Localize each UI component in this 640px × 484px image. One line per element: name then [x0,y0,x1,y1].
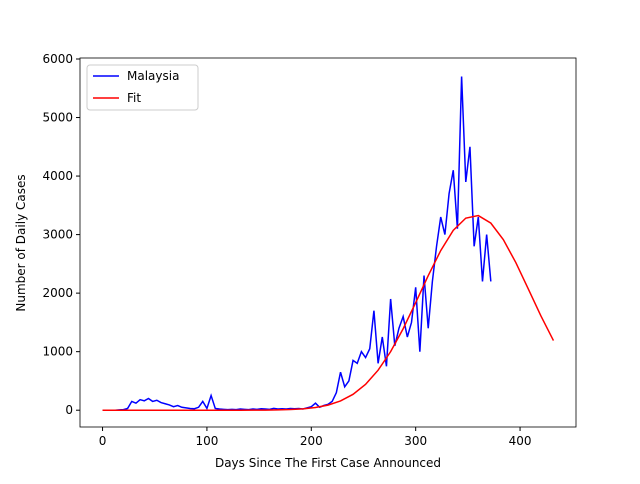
y-tick-label: 0 [65,403,73,417]
y-axis-label: Number of Daily Cases [14,174,28,311]
x-tick-label: 0 [99,434,107,448]
x-tick-label: 100 [195,434,218,448]
data-line [102,214,555,411]
y-tick-label: 5000 [42,111,73,125]
x-axis-label: Days Since The First Case Announced [215,456,441,470]
x-tick-label: 400 [509,434,532,448]
legend-label: Malaysia [127,69,179,83]
x-tick-label: 200 [300,434,323,448]
y-tick-label: 3000 [42,228,73,242]
plot-frame [79,57,577,428]
y-tick-label: 4000 [42,169,73,183]
y-tick-label: 1000 [42,345,73,359]
legend-label: Fit [127,91,141,105]
x-tick-label: 300 [404,434,427,448]
y-tick-label: 6000 [42,52,73,66]
y-tick-label: 2000 [42,286,73,300]
